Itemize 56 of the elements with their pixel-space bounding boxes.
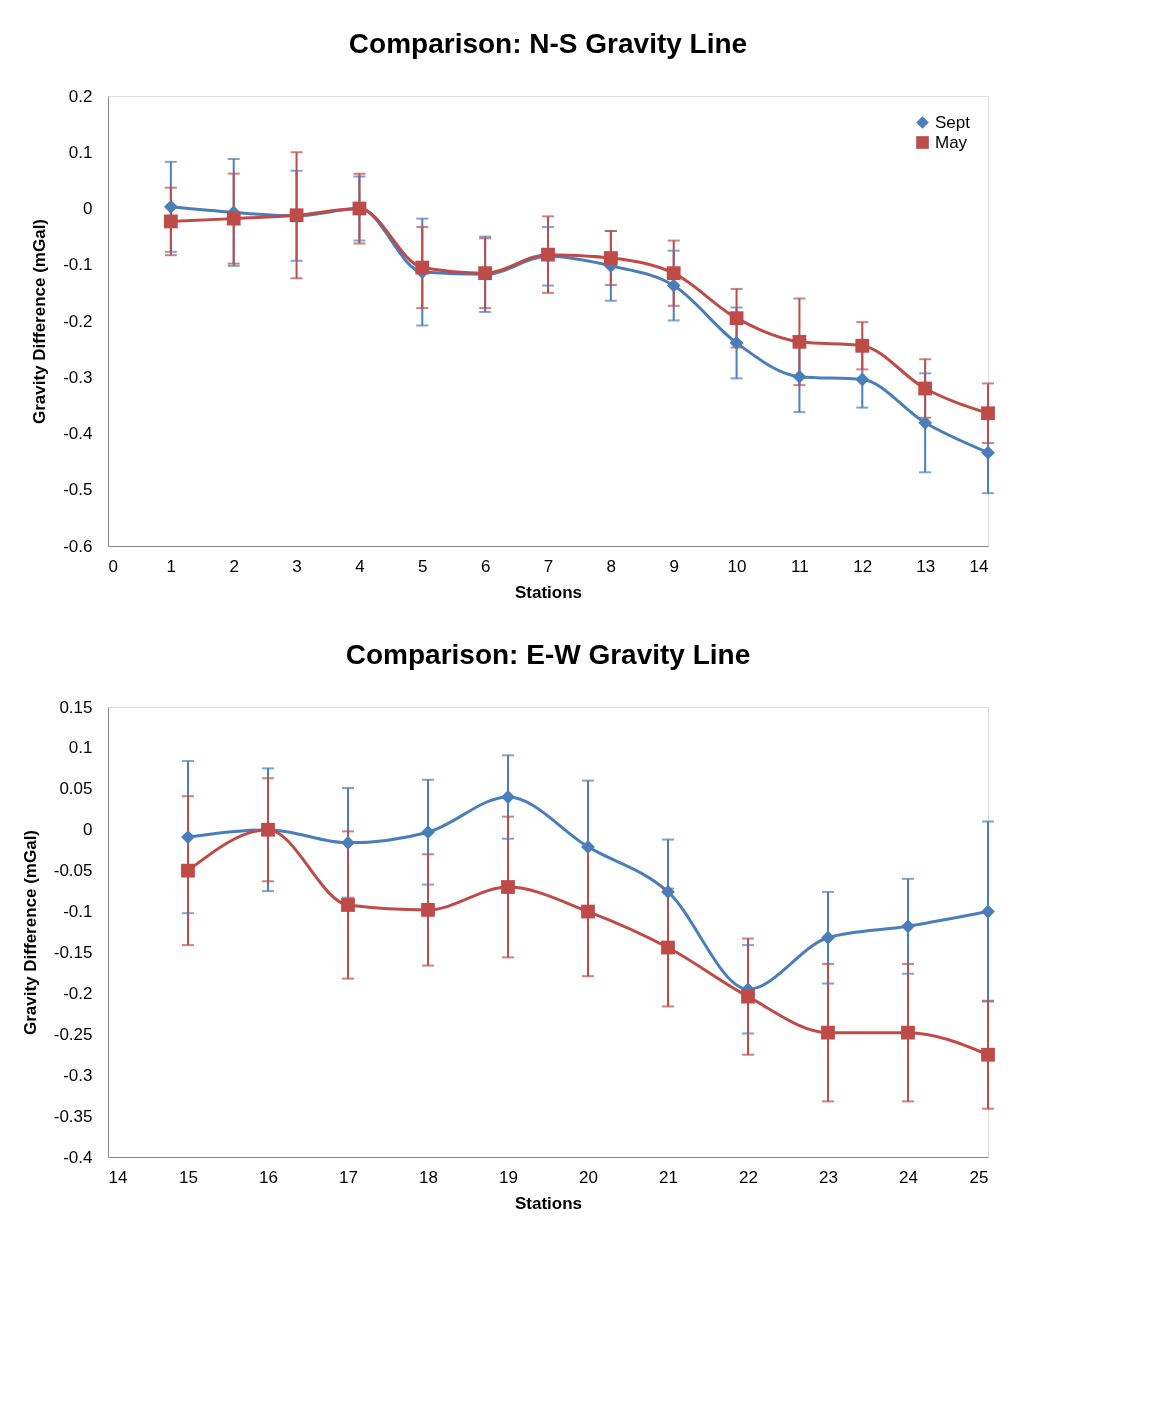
x-tick-label: 1: [166, 556, 177, 576]
y-tick-label: 0: [83, 199, 93, 218]
x-tick-label: 9: [669, 556, 679, 576]
y-tick-label: -0.3: [63, 367, 93, 387]
x-tick-label: 20: [579, 1167, 598, 1187]
x-tick-label: 3: [292, 556, 302, 576]
x-tick-label: 13: [916, 556, 936, 576]
x-tick-label: 4: [355, 556, 365, 576]
chart-title: Comparison: N-S Gravity Line: [348, 28, 748, 59]
x-tick-label: 5: [418, 556, 428, 576]
y-tick-label: -0.1: [63, 255, 93, 275]
legend-label: Sept: [935, 112, 971, 132]
y-tick-label: 0.15: [59, 697, 93, 717]
x-tick-label: 10: [727, 556, 747, 576]
x-tick-label: 11: [791, 556, 809, 576]
x-tick-label: 12: [853, 556, 873, 576]
x-tick-label: 21: [659, 1167, 678, 1187]
x-tick-label: 0: [108, 556, 118, 576]
x-tick-label: 23: [819, 1167, 838, 1187]
y-axis-title: Gravity Difference (mGal): [30, 218, 50, 425]
y-tick-label: -0.25: [53, 1024, 93, 1044]
x-tick-label: 25: [969, 1167, 989, 1187]
x-tick-label: 15: [179, 1167, 198, 1187]
y-tick-label: -0.05: [53, 861, 93, 881]
y-tick-label: -0.35: [53, 1106, 93, 1126]
x-tick-label: 17: [339, 1167, 358, 1187]
x-axis-title: Stations: [514, 1193, 583, 1213]
y-axis-title: Gravity Difference (mGal): [20, 829, 40, 1036]
x-tick-label: 22: [739, 1167, 758, 1187]
y-tick-label: -0.4: [63, 424, 93, 443]
chart-title: Comparison: E-W Gravity Line: [345, 639, 751, 670]
y-tick-label: -0.2: [63, 311, 93, 331]
x-tick-label: 18: [419, 1167, 438, 1187]
y-tick-label: 0.1: [68, 738, 93, 758]
x-tick-label: 24: [899, 1167, 918, 1187]
y-tick-label: -0.5: [63, 480, 93, 500]
x-tick-label: 8: [606, 556, 617, 576]
y-tick-label: 0: [83, 820, 93, 840]
x-tick-label: 19: [499, 1167, 518, 1187]
x-axis-title: Stations: [514, 582, 583, 602]
y-tick-label: -0.2: [63, 983, 93, 1003]
legend-label: May: [935, 132, 968, 152]
y-tick-label: -0.1: [63, 902, 93, 922]
y-tick-label: 0.05: [59, 779, 93, 799]
y-tick-label: -0.15: [53, 942, 93, 962]
x-tick-label: 14: [108, 1167, 128, 1187]
x-tick-label: 14: [969, 556, 989, 576]
y-tick-label: 0.2: [68, 86, 93, 106]
y-tick-label: -0.6: [63, 536, 93, 556]
x-tick-label: 16: [259, 1167, 278, 1187]
x-tick-label: 2: [229, 556, 239, 576]
x-tick-label: 6: [480, 556, 491, 576]
y-tick-label: -0.4: [63, 1147, 93, 1167]
x-tick-label: 7: [543, 556, 554, 576]
y-tick-label: -0.3: [63, 1065, 93, 1085]
y-tick-label: 0.1: [68, 142, 93, 162]
